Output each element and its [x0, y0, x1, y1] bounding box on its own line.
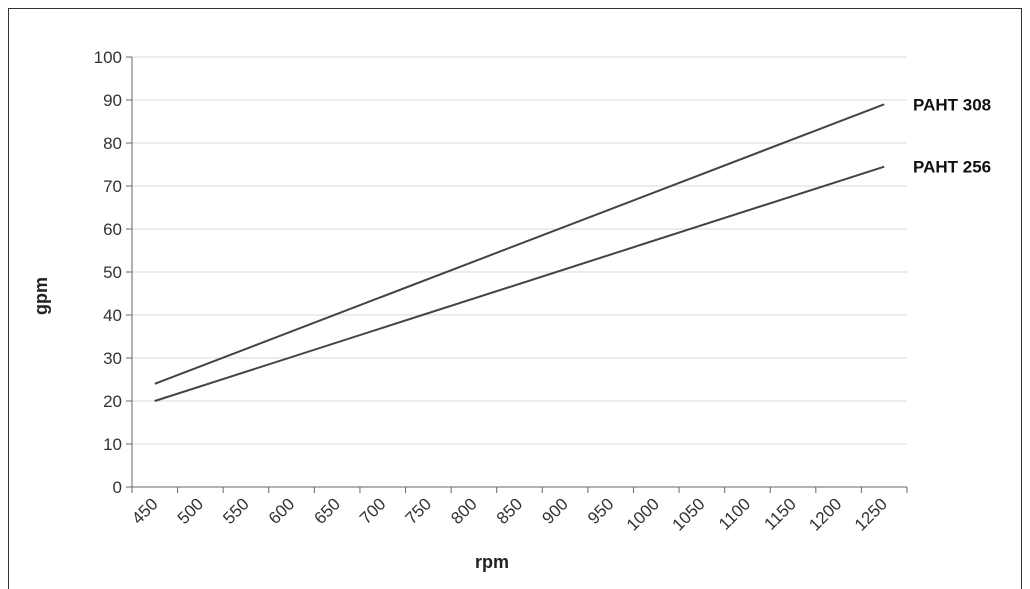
y-tick-label: 0	[113, 478, 122, 497]
y-tick-labels: 0 10 20 30 40 50 60 70 80 90 100	[94, 48, 132, 497]
y-tick-label: 90	[103, 91, 122, 110]
series-line-paht-308	[154, 103, 885, 385]
x-tick-label: 1100	[715, 494, 754, 533]
y-tick-label: 50	[103, 263, 122, 282]
series-label: PAHT 256	[913, 158, 991, 177]
x-tick-label: 800	[447, 494, 480, 527]
x-tick-label: 500	[174, 494, 207, 527]
x-tick-label: 1250	[851, 494, 891, 534]
x-axis-title: rpm	[475, 552, 509, 572]
x-tick-label: 450	[128, 494, 161, 527]
series-label: PAHT 308	[913, 95, 991, 114]
x-tick-label: 1000	[623, 494, 663, 534]
x-tick-label: 550	[219, 494, 252, 527]
gridlines	[132, 56, 907, 445]
y-tick-label: 10	[103, 435, 122, 454]
y-tick-label: 100	[94, 48, 122, 67]
x-tick-label: 750	[402, 494, 435, 527]
series-labels: PAHT 308 PAHT 256	[913, 95, 991, 176]
y-tick-label: 30	[103, 349, 122, 368]
series-lines	[154, 103, 885, 402]
x-tick-label: 950	[584, 494, 617, 527]
x-tick-label: 600	[265, 494, 298, 527]
x-tick-label: 700	[356, 494, 389, 527]
chart-frame	[8, 8, 1022, 589]
y-tick-label: 80	[103, 134, 122, 153]
x-tick-label: 1050	[668, 494, 708, 534]
x-tick-labels: 450 500 550 600 650 700 750 800 850 900 950 1000 105…	[128, 487, 908, 535]
x-tick-label: 850	[493, 494, 526, 527]
x-tick-label: 900	[538, 494, 571, 527]
y-axis-title: gpm	[31, 277, 51, 315]
x-tick-label: 650	[310, 494, 343, 527]
y-tick-label: 20	[103, 392, 122, 411]
x-tick-label: 1200	[805, 494, 845, 534]
x-tick-label: 1150	[761, 494, 800, 533]
y-tick-label: 60	[103, 220, 122, 239]
y-tick-label: 70	[103, 177, 122, 196]
series-line-paht-256	[154, 165, 885, 402]
y-tick-label: 40	[103, 306, 122, 325]
